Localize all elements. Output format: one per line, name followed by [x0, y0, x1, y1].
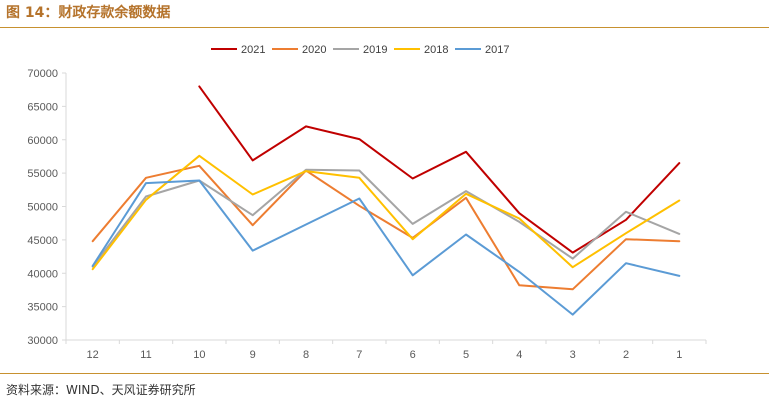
y-tick-label: 45000 — [27, 235, 58, 247]
x-tick-label: 2 — [623, 349, 629, 361]
x-tick-label: 6 — [410, 349, 416, 361]
x-tick-label: 1 — [676, 349, 682, 361]
y-tick-label: 35000 — [27, 302, 58, 314]
legend-label-2017: 2017 — [485, 44, 509, 56]
y-tick-label: 55000 — [27, 168, 58, 180]
figure-title: 图 14：财政存款余额数据 — [6, 5, 171, 21]
x-tick-label: 7 — [356, 349, 362, 361]
legend-label-2019: 2019 — [363, 44, 387, 56]
y-tick-label: 40000 — [27, 268, 58, 280]
legend-label-2020: 2020 — [302, 44, 326, 56]
series-line-2019 — [91, 168, 681, 268]
x-tick-label: 9 — [250, 349, 256, 361]
title-divider — [0, 27, 769, 28]
x-tick-label: 8 — [303, 349, 309, 361]
legend-label-2018: 2018 — [424, 44, 448, 56]
x-tick-label: 4 — [516, 349, 522, 361]
y-tick-label: 30000 — [27, 335, 58, 347]
series-line-2018 — [91, 154, 681, 271]
x-tick-label: 5 — [463, 349, 469, 361]
legend-label-2021: 2021 — [241, 44, 265, 56]
y-tick-label: 50000 — [27, 202, 58, 214]
y-tick-label: 60000 — [27, 135, 58, 147]
series-line-2020 — [91, 164, 681, 291]
series-line-2017 — [91, 179, 681, 316]
x-tick-label: 12 — [87, 349, 99, 361]
footer-divider — [0, 373, 769, 374]
y-tick-label: 70000 — [27, 68, 58, 80]
x-tick-label: 11 — [140, 349, 151, 361]
x-tick-label: 10 — [193, 349, 205, 361]
x-tick-label: 3 — [570, 349, 576, 361]
y-tick-label: 65000 — [27, 101, 58, 113]
source-note: 资料来源：WIND、天风证券研究所 — [6, 383, 196, 397]
